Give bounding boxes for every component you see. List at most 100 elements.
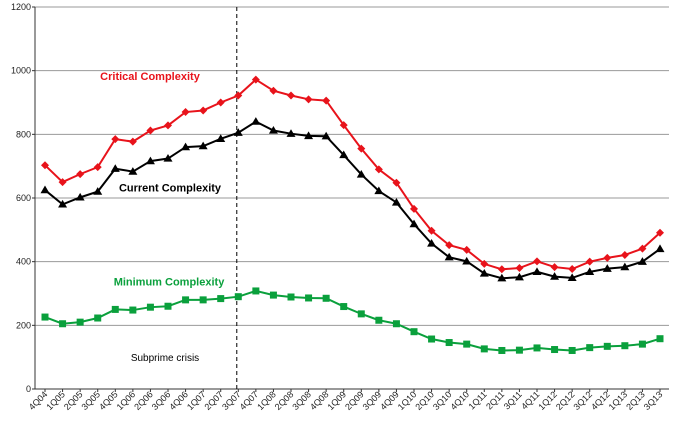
data-point (164, 302, 172, 310)
data-point (234, 293, 242, 301)
data-point (340, 303, 348, 311)
data-series (40, 75, 665, 354)
x-tick-label: 4Q05 (97, 389, 120, 412)
data-point (497, 273, 507, 282)
data-point (514, 272, 524, 281)
y-tick-label: 400 (16, 257, 31, 267)
series-line (44, 289, 661, 352)
data-point (445, 241, 454, 250)
x-tick-label: 3Q12 (571, 389, 594, 412)
data-point (585, 257, 594, 266)
data-point (199, 296, 207, 304)
data-point (322, 294, 330, 302)
y-tick-label: 1200 (11, 2, 31, 12)
data-point (182, 296, 190, 304)
series-line (44, 120, 661, 280)
data-point (515, 264, 524, 273)
data-point (409, 219, 419, 228)
x-tick-label: 1Q06 (115, 389, 138, 412)
data-point (304, 95, 313, 104)
data-point (374, 186, 384, 195)
x-tick-label: 1Q09 (325, 389, 348, 412)
data-point (391, 197, 401, 206)
data-point (93, 163, 102, 172)
data-point (462, 256, 472, 265)
data-point (638, 340, 646, 348)
data-point (356, 169, 366, 178)
x-tick-label: 4Q09 (378, 389, 401, 412)
event-marker: Subprime crisis (131, 7, 238, 389)
x-axis-tick-labels: 4Q041Q052Q053Q054Q051Q062Q063Q064Q061Q07… (27, 389, 664, 412)
data-point (305, 294, 313, 302)
gridlines (35, 6, 669, 326)
y-tick-label: 0 (26, 384, 31, 394)
x-tick-label: 1Q07 (185, 389, 208, 412)
data-point (480, 259, 489, 268)
data-point (551, 346, 559, 354)
data-point (40, 185, 50, 194)
data-point (287, 293, 295, 301)
data-point (268, 126, 278, 134)
data-point (269, 291, 277, 299)
data-point (550, 263, 559, 272)
data-point (111, 135, 120, 144)
data-point (199, 106, 208, 115)
data-point (216, 98, 225, 107)
data-point (427, 226, 436, 235)
x-tick-label: 2Q06 (132, 389, 155, 412)
x-tick-label: 4Q10 (448, 389, 471, 412)
data-point (428, 335, 436, 343)
data-point (76, 170, 85, 179)
data-point (427, 239, 437, 247)
data-point (357, 144, 366, 153)
data-point (128, 167, 138, 175)
data-point (146, 303, 154, 311)
data-point (304, 131, 314, 140)
data-point (637, 257, 647, 265)
data-point (41, 313, 49, 321)
data-point (217, 295, 225, 303)
data-point (602, 264, 612, 272)
data-point (463, 340, 471, 348)
x-tick-label: 3Q08 (290, 389, 313, 412)
x-tick-label: 4Q07 (238, 389, 261, 412)
data-point (410, 204, 418, 213)
data-point (181, 142, 191, 151)
series-critical-complexity (41, 75, 664, 274)
x-tick-label: 2Q12 (554, 389, 577, 412)
data-point (410, 328, 418, 336)
current-complexity-label: Current Complexity (119, 183, 222, 195)
data-point (374, 165, 383, 174)
data-point (620, 262, 630, 271)
data-point (322, 96, 331, 105)
data-point (286, 129, 296, 137)
data-point (445, 339, 453, 347)
data-point (392, 320, 400, 328)
x-tick-label: 2Q05 (62, 389, 85, 412)
data-point (75, 192, 85, 201)
y-axis-tick-labels: 0 200 400 600 800 1000 1200 (11, 2, 35, 394)
x-tick-label: 4Q06 (167, 389, 190, 412)
series-current-complexity (40, 117, 665, 282)
data-point (58, 199, 68, 208)
data-point (145, 156, 155, 165)
data-point (110, 164, 120, 172)
data-point (58, 178, 67, 187)
data-point (375, 316, 383, 324)
data-point (479, 268, 489, 277)
data-point (655, 244, 665, 253)
data-point (515, 346, 523, 354)
data-point (480, 345, 488, 353)
data-point (638, 244, 647, 253)
data-point (146, 126, 155, 135)
x-tick-label: 3Q06 (150, 389, 173, 412)
data-point (251, 117, 261, 125)
data-point (656, 228, 664, 237)
x-tick-label: 3Q10 (431, 389, 454, 412)
data-point (357, 310, 365, 318)
data-point (392, 178, 401, 187)
data-point (533, 257, 541, 266)
series-minimum-complexity (41, 287, 664, 354)
